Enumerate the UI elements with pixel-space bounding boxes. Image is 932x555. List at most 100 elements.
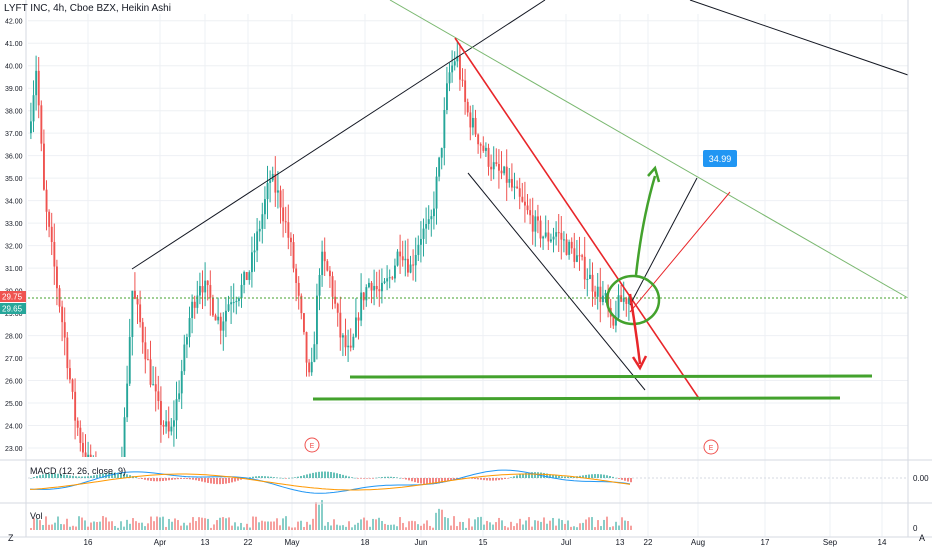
volume-bar [309, 524, 311, 530]
volume-bar [480, 516, 482, 530]
candle-body [43, 143, 45, 190]
volume-pane [30, 500, 632, 530]
volume-bar [579, 523, 581, 530]
volume-bar [612, 526, 614, 530]
macd-histogram-bar [168, 478, 170, 481]
candle-body [230, 302, 233, 305]
macd-histogram-bar [99, 474, 101, 478]
macd-histogram-bar [312, 472, 314, 478]
volume-bar [351, 527, 353, 530]
candle-body [487, 147, 490, 167]
macd-histogram-bar [186, 478, 188, 480]
macd-histogram-bar [585, 474, 587, 478]
macd-histogram-bar [375, 477, 377, 479]
candle-body [188, 318, 191, 338]
candle-body [316, 295, 318, 345]
macd-histogram-bar [450, 478, 452, 481]
macd-histogram-bar [120, 473, 122, 478]
candle-body [552, 236, 555, 240]
corner-left-label[interactable]: Z [8, 533, 14, 543]
macd-histogram-bar [240, 478, 242, 480]
macd-histogram-bar [66, 475, 68, 478]
candle-body [248, 272, 251, 280]
candle-body [297, 282, 300, 296]
volume-bar [48, 524, 50, 530]
volume-bar [30, 527, 32, 530]
candle-body [134, 290, 136, 299]
time-tick-label: 15 [479, 538, 488, 547]
macd-histogram-bar [423, 478, 425, 485]
candle-body [495, 162, 498, 164]
macd-histogram-bar [63, 474, 65, 478]
price-tick-label: 23.00 [5, 446, 23, 453]
volume-bar [120, 521, 122, 530]
volume-bar [258, 522, 260, 530]
volume-bar [87, 526, 89, 530]
volume-bar [438, 508, 440, 530]
volume-bar [165, 526, 167, 530]
macd-histogram-bar [498, 478, 500, 481]
volume-bar [510, 521, 512, 530]
candle-body [555, 232, 558, 237]
volume-bar [69, 526, 71, 530]
macd-histogram-bar [87, 476, 89, 478]
candle-body [256, 231, 259, 251]
macd-histogram-bar [603, 474, 605, 478]
candle-body [378, 289, 381, 292]
volume-bar [615, 521, 617, 530]
candle-body [336, 303, 339, 313]
candle-body [557, 232, 560, 234]
volume-bar [240, 522, 242, 530]
macd-histogram-bar [321, 471, 323, 478]
volume-bar [54, 522, 56, 530]
volume-zero-label: 0 [913, 524, 918, 533]
candle-body [589, 274, 591, 279]
volume-bar [117, 527, 119, 530]
macd-histogram-bar [561, 476, 563, 478]
macd-label: MACD (12, 26, close, 9) [30, 466, 127, 476]
candle-body [162, 424, 165, 427]
candle-body [284, 221, 287, 223]
macd-histogram-bar [255, 476, 257, 478]
volume-bar [168, 518, 170, 530]
macd-histogram-bar [510, 477, 512, 478]
candle-body [290, 237, 292, 243]
macd-histogram-bar [222, 478, 224, 485]
volume-bar [531, 526, 533, 530]
drawings-layer: 34.99 E E [0, 0, 909, 455]
candle-body [225, 310, 227, 322]
candle-body [375, 285, 378, 290]
candle-body [365, 287, 368, 301]
candle-body [578, 255, 581, 257]
volume-bar [411, 520, 413, 530]
candle-body [35, 70, 38, 96]
volume-bar [90, 522, 92, 530]
macd-histogram-bar [210, 478, 212, 484]
price-tick-label: 32.00 [5, 244, 23, 251]
candle-body [227, 304, 230, 311]
corner-right-label[interactable]: A [919, 533, 926, 543]
candle-body [407, 258, 409, 273]
volume-bar [33, 518, 35, 530]
macd-histogram-bar [144, 478, 146, 480]
macd-histogram-bar [153, 478, 155, 482]
volume-bar [591, 517, 593, 530]
macd-histogram-bar [276, 477, 278, 479]
signal-line [29, 473, 631, 491]
candle-body [594, 291, 597, 297]
macd-histogram-bar [111, 472, 113, 478]
candle-body [622, 298, 625, 302]
candle-body [144, 342, 147, 360]
macd-histogram-bar [480, 478, 482, 480]
time-tick-label: 13 [616, 538, 625, 547]
macd-histogram-bar [495, 478, 497, 481]
volume-bar [261, 520, 263, 530]
macd-histogram-bar [30, 478, 32, 479]
candle-body [206, 280, 209, 286]
macd-histogram-bar [249, 477, 251, 478]
price-tick-label: 28.00 [5, 334, 23, 341]
volume-bar [264, 521, 266, 530]
candle-body [477, 134, 480, 145]
